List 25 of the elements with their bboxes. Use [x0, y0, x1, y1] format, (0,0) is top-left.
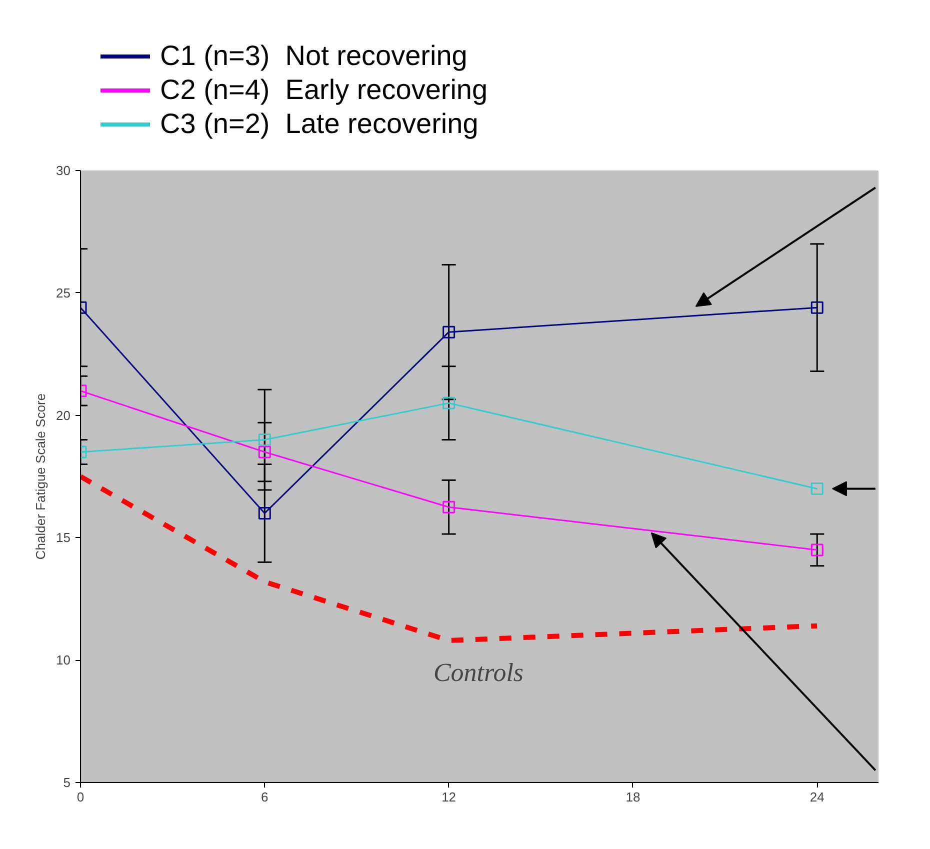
- legend-label: C1 (n=3) Not recovering: [160, 40, 468, 72]
- point: [442, 500, 456, 514]
- y-tick-label: 15: [56, 530, 71, 546]
- point: [442, 396, 456, 410]
- point: [258, 506, 271, 520]
- point: [258, 434, 271, 446]
- y-tick-label: 5: [63, 775, 71, 790]
- point: [258, 446, 271, 458]
- y-tick-label: 20: [56, 408, 71, 423]
- point: [810, 301, 824, 314]
- x-tick-label: 0: [76, 790, 84, 804]
- x-tick-label: 24: [810, 790, 824, 804]
- point: [810, 544, 824, 556]
- legend-label: C3 (n=2) Late recovering: [160, 108, 478, 140]
- x-tick-label: 18: [626, 790, 640, 804]
- legend-label: C2 (n=4) Early recovering: [160, 74, 488, 106]
- x-tick-label: 12: [442, 790, 456, 804]
- point: [810, 482, 824, 495]
- point: [442, 326, 456, 338]
- annotation: Controls: [433, 658, 524, 687]
- y-tick-label: 30: [56, 163, 71, 178]
- y-tick-label: 25: [56, 285, 71, 300]
- x-tick-label: 6: [261, 790, 268, 804]
- y-axis-title: Chalder Fatigue Scale Score: [33, 393, 48, 560]
- y-tick-label: 10: [56, 652, 71, 668]
